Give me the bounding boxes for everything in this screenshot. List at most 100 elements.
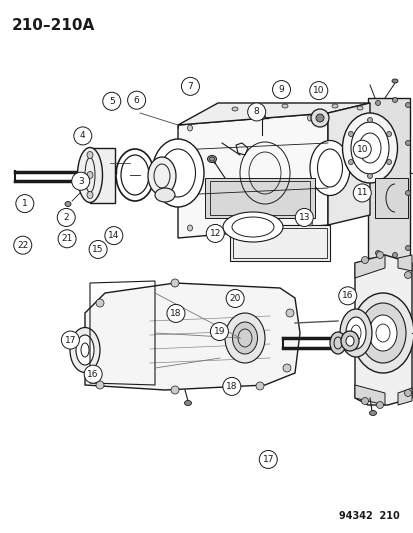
Ellipse shape (404, 190, 410, 196)
Circle shape (181, 77, 199, 95)
Text: 1: 1 (22, 199, 28, 208)
Circle shape (61, 331, 79, 349)
Polygon shape (178, 113, 327, 238)
Ellipse shape (348, 132, 353, 136)
Ellipse shape (375, 101, 380, 106)
Polygon shape (327, 103, 369, 225)
Ellipse shape (307, 220, 312, 226)
Text: 19: 19 (213, 327, 225, 336)
Circle shape (57, 208, 75, 227)
Polygon shape (90, 148, 115, 203)
Text: 8: 8 (253, 108, 259, 116)
Circle shape (16, 195, 34, 213)
Ellipse shape (359, 303, 405, 363)
Text: 94342  210: 94342 210 (338, 511, 399, 521)
Ellipse shape (87, 172, 93, 179)
Ellipse shape (70, 327, 100, 373)
Circle shape (225, 289, 244, 308)
Ellipse shape (154, 188, 175, 202)
Text: 13: 13 (298, 213, 309, 222)
Ellipse shape (345, 336, 353, 346)
Circle shape (294, 208, 313, 227)
Ellipse shape (96, 299, 104, 307)
Ellipse shape (171, 386, 178, 394)
Ellipse shape (285, 309, 293, 317)
Ellipse shape (339, 309, 371, 357)
Ellipse shape (342, 113, 396, 183)
Ellipse shape (367, 117, 372, 123)
Polygon shape (204, 178, 314, 218)
Ellipse shape (404, 102, 410, 108)
Ellipse shape (391, 79, 397, 83)
Polygon shape (85, 283, 299, 390)
Circle shape (102, 92, 121, 110)
Ellipse shape (184, 400, 191, 406)
Ellipse shape (187, 125, 192, 131)
Text: 11: 11 (356, 189, 367, 197)
Circle shape (166, 304, 185, 322)
Ellipse shape (187, 225, 192, 231)
Ellipse shape (351, 293, 413, 373)
Ellipse shape (223, 212, 282, 242)
Ellipse shape (282, 364, 290, 372)
Circle shape (206, 224, 224, 243)
Ellipse shape (76, 335, 94, 365)
Ellipse shape (171, 279, 178, 287)
Ellipse shape (231, 107, 237, 111)
Ellipse shape (375, 401, 382, 408)
Circle shape (58, 230, 76, 248)
Text: 5: 5 (109, 97, 114, 106)
Text: 17: 17 (262, 455, 273, 464)
Circle shape (89, 240, 107, 259)
Ellipse shape (329, 332, 345, 354)
Circle shape (352, 184, 370, 202)
Ellipse shape (348, 159, 353, 165)
Circle shape (104, 227, 123, 245)
Ellipse shape (315, 114, 323, 122)
Polygon shape (367, 98, 409, 258)
Polygon shape (230, 225, 329, 261)
Ellipse shape (404, 246, 410, 251)
Ellipse shape (96, 381, 104, 389)
Text: 21: 21 (61, 235, 73, 243)
Circle shape (272, 80, 290, 99)
Text: 18: 18 (170, 309, 181, 318)
Ellipse shape (309, 141, 349, 196)
Ellipse shape (331, 104, 337, 108)
Text: 3: 3 (78, 177, 83, 185)
Ellipse shape (356, 106, 362, 110)
Ellipse shape (375, 252, 382, 259)
Circle shape (74, 127, 92, 145)
Text: 14: 14 (108, 231, 119, 240)
Ellipse shape (392, 253, 396, 257)
Ellipse shape (307, 115, 312, 121)
Ellipse shape (404, 271, 411, 279)
Circle shape (247, 103, 265, 121)
Text: 10: 10 (356, 145, 367, 154)
Ellipse shape (224, 313, 264, 363)
Text: 17: 17 (64, 336, 76, 344)
Text: 7: 7 (187, 82, 193, 91)
Polygon shape (354, 255, 411, 405)
Ellipse shape (258, 115, 265, 119)
Circle shape (127, 91, 145, 109)
Ellipse shape (361, 398, 368, 405)
Circle shape (222, 377, 240, 395)
Ellipse shape (255, 382, 263, 390)
Ellipse shape (77, 148, 102, 203)
Ellipse shape (369, 410, 375, 416)
Ellipse shape (65, 201, 71, 206)
Text: 4: 4 (80, 132, 85, 140)
Ellipse shape (404, 141, 410, 146)
Text: 2: 2 (63, 213, 69, 222)
Ellipse shape (281, 104, 287, 108)
Ellipse shape (147, 157, 176, 195)
Ellipse shape (361, 256, 368, 263)
Text: 18: 18 (225, 382, 237, 391)
Ellipse shape (152, 139, 204, 207)
Polygon shape (178, 103, 369, 125)
Circle shape (71, 172, 90, 190)
Ellipse shape (310, 109, 328, 127)
Polygon shape (397, 388, 411, 405)
Text: 10: 10 (312, 86, 324, 95)
